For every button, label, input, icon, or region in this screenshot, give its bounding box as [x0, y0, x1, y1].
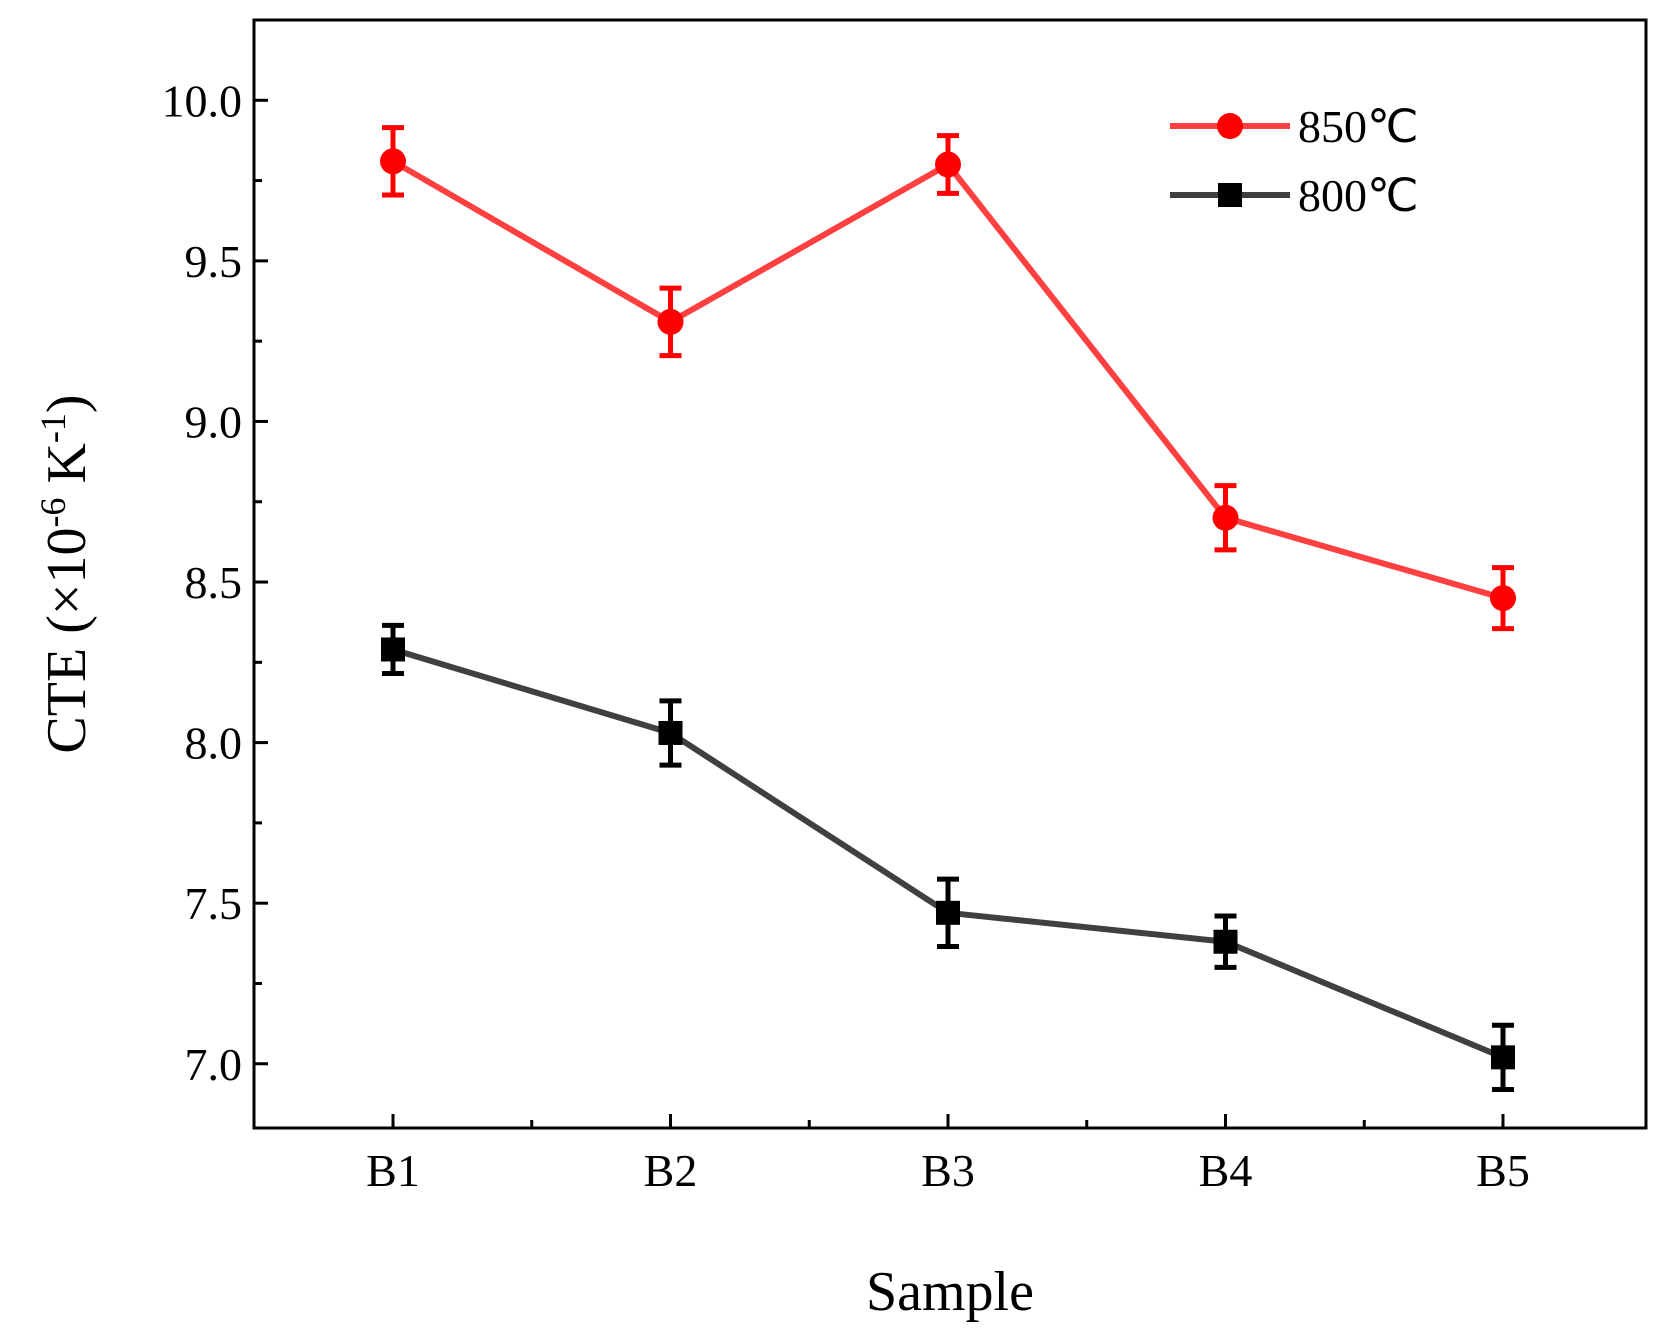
data-point — [936, 900, 960, 925]
legend-marker — [1217, 113, 1243, 139]
data-point — [1491, 1045, 1515, 1070]
y-tick-label: 7.5 — [185, 878, 243, 929]
series-line — [391, 158, 1504, 601]
series-line — [392, 646, 1505, 1061]
data-point — [1490, 585, 1516, 612]
legend-label: 800℃ — [1298, 170, 1419, 221]
legend-marker — [1218, 183, 1242, 207]
legend: 850℃ 800℃ — [1170, 101, 1419, 221]
y-tick-label: 10.0 — [162, 75, 243, 126]
y-title-times: ×10 — [36, 528, 98, 616]
data-point — [380, 148, 406, 175]
series-2 — [381, 622, 1515, 1092]
legend-item: 850℃ — [1170, 101, 1419, 152]
x-tick-label: B3 — [921, 1145, 975, 1196]
y-title-unit: K — [36, 443, 98, 497]
x-tick-label: B4 — [1199, 1145, 1253, 1196]
plot-frame — [252, 18, 1648, 1130]
y-tick-label: 9.0 — [185, 396, 243, 447]
data-point — [657, 308, 684, 335]
y-title-prefix: CTE ( — [36, 615, 98, 753]
y-title-exp2: -1 — [33, 413, 73, 443]
y-axis-title: CTE (×10-6 K-1) — [33, 394, 98, 753]
y-tick-label: 9.5 — [185, 236, 243, 287]
y-tick-label: 8.5 — [185, 557, 243, 608]
x-tick-label: B2 — [644, 1145, 698, 1196]
data-point — [658, 720, 683, 745]
y-axis: 7.0 7.5 8.0 8.5 9.0 9.5 10.0 — [162, 75, 268, 1090]
series-layer — [380, 125, 1516, 1092]
legend-item: 800℃ — [1170, 170, 1419, 221]
series-1 — [380, 125, 1516, 632]
legend-label: 850℃ — [1298, 101, 1419, 152]
x-axis-title: Sample — [866, 1261, 1034, 1323]
y-title-exp1: -6 — [33, 498, 73, 528]
data-point — [381, 637, 405, 662]
data-point — [1212, 504, 1239, 531]
x-tick-label: B1 — [366, 1145, 420, 1196]
x-axis: B1 B2 B3 B4 B5 — [366, 1114, 1530, 1196]
x-tick-label: B5 — [1476, 1145, 1530, 1196]
y-title-suffix: ) — [36, 394, 98, 413]
data-point — [1213, 929, 1238, 954]
data-point — [935, 151, 961, 178]
y-tick-label: 7.0 — [185, 1039, 243, 1090]
y-tick-label: 8.0 — [185, 718, 243, 769]
